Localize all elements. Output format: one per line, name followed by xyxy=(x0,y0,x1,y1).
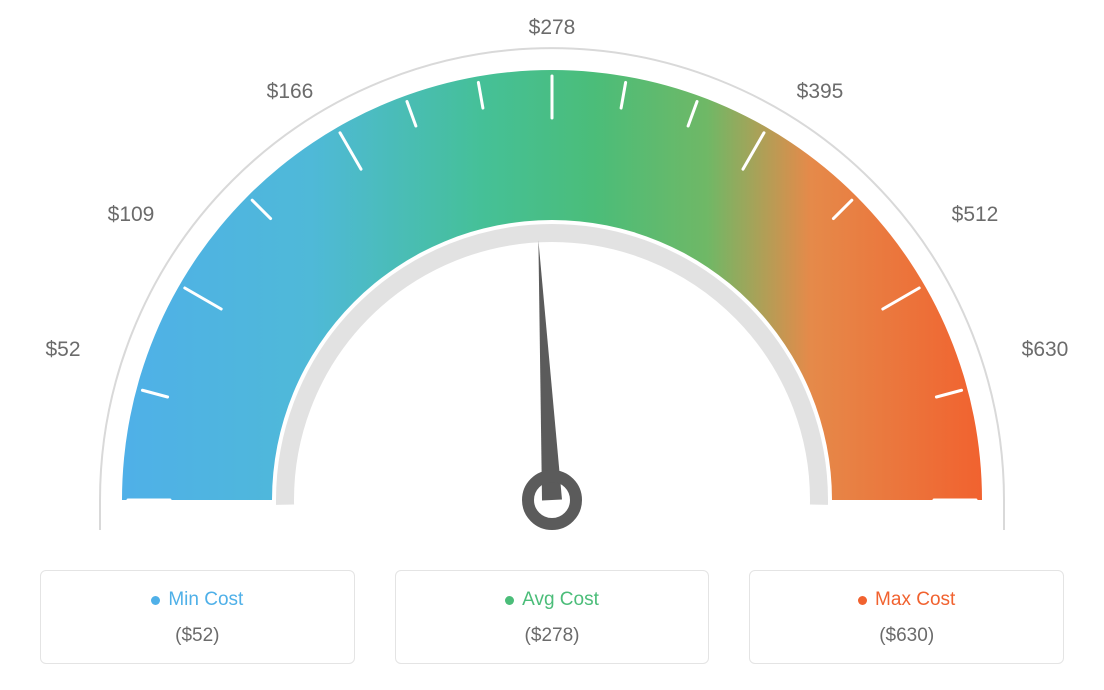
tick-label: $166 xyxy=(267,80,314,104)
legend-title-max: Max Cost xyxy=(858,589,955,611)
legend-title-label: Min Cost xyxy=(168,589,243,611)
legend-title-label: Max Cost xyxy=(875,589,955,611)
tick-label: $278 xyxy=(529,16,576,40)
legend-card-max: Max Cost ($630) xyxy=(749,570,1064,664)
tick-label: $52 xyxy=(45,338,80,362)
dot-icon xyxy=(858,596,867,605)
legend-card-avg: Avg Cost ($278) xyxy=(395,570,710,664)
tick-label: $512 xyxy=(952,203,999,227)
legend-row: Min Cost ($52) Avg Cost ($278) Max Cost … xyxy=(0,570,1104,664)
gauge-container: $52 $109 $166 $278 $395 $512 $630 xyxy=(0,0,1104,560)
legend-value-min: ($52) xyxy=(51,625,344,647)
tick-label: $630 xyxy=(1022,338,1069,362)
tick-label: $395 xyxy=(797,80,844,104)
gauge-svg xyxy=(0,0,1104,560)
legend-title-min: Min Cost xyxy=(151,589,243,611)
legend-value-max: ($630) xyxy=(760,625,1053,647)
legend-card-min: Min Cost ($52) xyxy=(40,570,355,664)
legend-title-label: Avg Cost xyxy=(522,589,599,611)
dot-icon xyxy=(151,596,160,605)
legend-value-avg: ($278) xyxy=(406,625,699,647)
needle xyxy=(538,240,562,500)
tick-label: $109 xyxy=(108,203,155,227)
dot-icon xyxy=(505,596,514,605)
legend-title-avg: Avg Cost xyxy=(505,589,599,611)
